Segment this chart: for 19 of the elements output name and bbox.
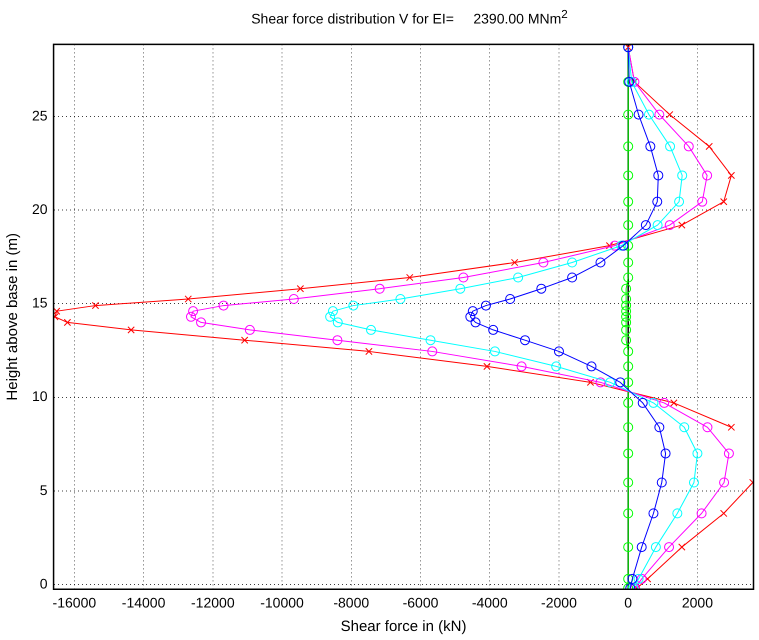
x-tick-label: -10000 — [260, 594, 304, 610]
y-tick-label: 20 — [32, 200, 48, 217]
y-axis-title: Height above base in (m) — [4, 233, 22, 401]
x-tick-label: -8000 — [333, 594, 370, 610]
y-tick-label: 25 — [32, 107, 48, 124]
x-tick-label: 2000 — [682, 594, 714, 610]
y-tick-label: 15 — [32, 294, 48, 311]
chart-title: Shear force distribution V for EI= 2390.00 MNm$^{2}$ — [250, 7, 569, 29]
x-tick-label: -16000 — [52, 594, 96, 610]
x-tick-label: -2000 — [541, 594, 578, 610]
x-axis-title: Shear force in (kN) — [340, 618, 466, 636]
x-tick-label: -6000 — [402, 594, 439, 610]
x-tick-label: 0 — [624, 594, 632, 610]
y-tick-label: 0 — [40, 575, 48, 592]
x-tick-label: -12000 — [191, 594, 235, 610]
y-tick-label: 5 — [40, 482, 48, 498]
x-tick-label: -14000 — [122, 594, 166, 610]
y-tick-label: 10 — [32, 388, 48, 404]
x-tick-label: -4000 — [472, 594, 508, 610]
